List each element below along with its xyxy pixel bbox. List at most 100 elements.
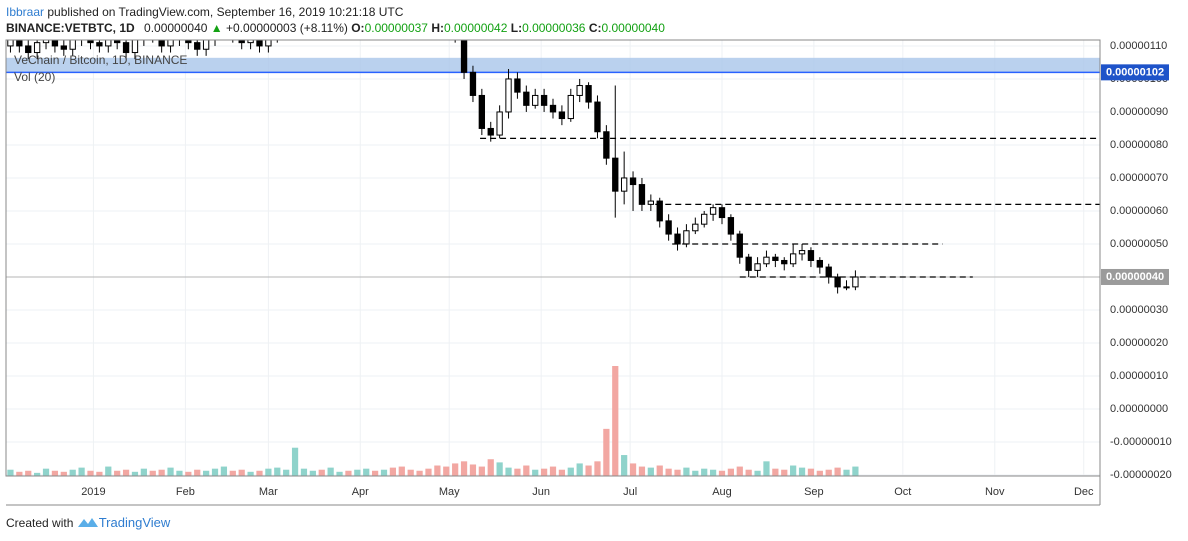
volume-bar xyxy=(220,466,228,476)
x-tick-label: Dec xyxy=(1074,486,1094,498)
publish-line: Ibbraar published on TradingView.com, Se… xyxy=(6,5,403,19)
volume-bar xyxy=(452,463,459,476)
candle-body xyxy=(275,20,280,37)
chart: 0.000001100.000001000.000000900.00000080… xyxy=(5,0,1172,506)
candle-body xyxy=(284,6,289,19)
volume-bar xyxy=(318,469,325,476)
candle-body xyxy=(620,177,628,192)
candle-body xyxy=(558,111,566,120)
candle-body xyxy=(292,0,297,6)
candle-body xyxy=(763,256,770,265)
candle-body xyxy=(87,40,94,44)
volume-bar xyxy=(407,469,414,476)
candle-body xyxy=(141,29,146,39)
price-label: 0.00000040 xyxy=(1106,271,1164,283)
candle-body xyxy=(567,94,574,120)
volume-bar xyxy=(345,470,352,476)
volume-bar xyxy=(532,469,539,476)
y-tick-label: 0.00000060 xyxy=(1110,205,1168,217)
volume-bar xyxy=(603,428,610,476)
candle-body xyxy=(238,40,245,44)
volume-bar xyxy=(745,469,752,476)
o-label: O: xyxy=(351,21,365,35)
zone xyxy=(6,57,1100,73)
volume-bar xyxy=(487,459,494,476)
price-label-box xyxy=(1101,64,1169,81)
volume-bar xyxy=(211,468,219,476)
candle-body xyxy=(158,40,165,47)
candle-body xyxy=(816,259,823,268)
volume-bar xyxy=(549,466,557,476)
volume-bar xyxy=(238,469,245,476)
published: published on TradingView.com, September … xyxy=(47,5,404,19)
candle-body xyxy=(745,256,752,271)
candle-body xyxy=(718,207,726,219)
candle-body xyxy=(247,40,254,44)
grid xyxy=(6,40,1100,476)
change: +0.00000003 (+8.11%) xyxy=(226,21,348,35)
volume-bar xyxy=(558,469,566,476)
volume-bar xyxy=(256,470,263,476)
candle-body xyxy=(594,101,601,133)
candle-body xyxy=(692,223,699,232)
x-tick-label: Oct xyxy=(894,486,911,498)
candle-body xyxy=(807,250,815,261)
x-tick-label: Feb xyxy=(176,486,195,498)
volume-bar xyxy=(372,470,379,476)
volume-bar xyxy=(336,471,343,476)
x-tick-label: Jun xyxy=(532,486,550,498)
volume-bar xyxy=(247,471,254,476)
volume-bar xyxy=(389,467,397,476)
user[interactable]: Ibbraar xyxy=(6,5,45,19)
volume-bar xyxy=(274,467,281,476)
footer: Created with TradingView xyxy=(6,515,170,530)
volume-bar xyxy=(460,461,468,476)
volume-bar xyxy=(265,468,272,476)
volume-bar xyxy=(105,466,112,476)
volume-bar xyxy=(816,470,823,476)
h: 0.00000042 xyxy=(443,21,508,35)
volume-bar xyxy=(594,461,601,476)
price-label: 0.00000102 xyxy=(1106,66,1164,78)
volume-bar xyxy=(7,469,14,476)
candle-body xyxy=(647,200,655,205)
candle-body xyxy=(612,157,619,192)
brand[interactable]: TradingView xyxy=(98,515,171,530)
volume-bar xyxy=(380,469,388,476)
volume-bar xyxy=(772,468,779,476)
volume-bar xyxy=(514,468,521,476)
candle-body xyxy=(452,13,457,36)
candle-body xyxy=(202,40,210,50)
volume-bar xyxy=(523,465,530,476)
volume-label: Vol (20) xyxy=(14,70,55,84)
x-tick-label: May xyxy=(439,486,460,498)
volume-bar xyxy=(96,471,103,476)
created: Created with xyxy=(6,516,74,530)
volume-bar xyxy=(398,466,405,476)
candle-body xyxy=(603,131,610,159)
volume-bar xyxy=(754,470,761,476)
volume-bar xyxy=(629,463,637,476)
candle-body xyxy=(674,233,681,245)
volume-bar xyxy=(576,463,583,476)
volume-bar xyxy=(798,467,806,476)
volume-bar xyxy=(16,471,23,476)
volume-bar xyxy=(78,467,85,476)
y-tick-label: 0.00000050 xyxy=(1110,238,1168,250)
candle-body xyxy=(852,276,859,288)
y-tick-label: 0.00000110 xyxy=(1110,40,1167,52)
candle-body xyxy=(532,94,539,106)
candle-body xyxy=(789,253,797,265)
volume-bar xyxy=(647,467,654,476)
x-tick-label: Nov xyxy=(985,486,1005,498)
candle-body xyxy=(122,42,130,54)
volume-bar xyxy=(621,455,628,476)
volume-bar xyxy=(114,470,121,476)
x-tick-label: Mar xyxy=(259,486,278,498)
candle-body xyxy=(638,184,646,205)
volume-bar xyxy=(638,466,646,476)
h-label: H: xyxy=(431,21,444,35)
volume-bar xyxy=(60,471,67,476)
volume-bar xyxy=(149,470,156,476)
candle-body xyxy=(825,266,832,278)
